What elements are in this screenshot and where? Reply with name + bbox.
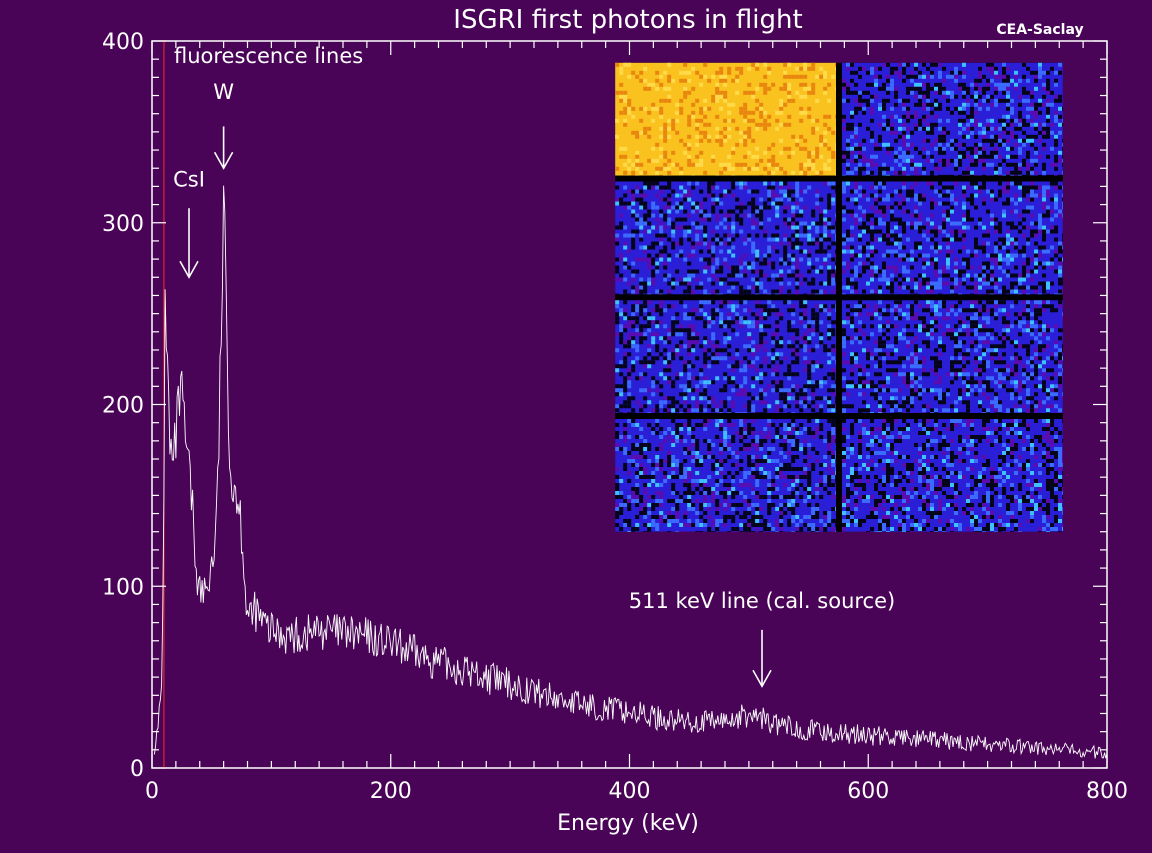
detector-module-noise [842, 62, 1063, 176]
x-tick-label: 400 [609, 779, 651, 804]
x-tick-label: 0 [145, 779, 159, 804]
annotation-label: CsI [173, 167, 205, 191]
x-axis-label: Energy (keV) [557, 811, 699, 836]
x-tick-label: 600 [847, 779, 889, 804]
annotation-label: W [213, 80, 234, 104]
y-tick-label: 200 [102, 394, 144, 419]
annotation-label: fluorescence lines [174, 44, 363, 68]
detector-module-noise [842, 418, 1063, 532]
annotation-arrowhead [179, 260, 199, 279]
annotations: fluorescence lines W CsI 511 keV line (cal.… [173, 44, 895, 688]
detector-image-inset [615, 62, 1063, 532]
detector-module-noise [615, 418, 837, 532]
detector-module-noise [842, 300, 1063, 413]
y-tick-label: 100 [102, 575, 144, 600]
annotation-label: 511 keV line (cal. source) [629, 589, 895, 613]
axes: 0 200 400 600 800 0 100 200 300 400 [102, 30, 1128, 804]
y-tick-label: 300 [102, 212, 144, 237]
detector-module-noise [615, 181, 837, 295]
y-tick-label: 0 [130, 757, 144, 782]
y-tick-label: 400 [102, 30, 144, 55]
annotation-arrowhead [213, 151, 234, 170]
x-tick-label: 200 [370, 779, 412, 804]
x-tick-label: 800 [1086, 779, 1128, 804]
series-group [153, 185, 1108, 759]
annotation-arrowhead [752, 669, 772, 688]
detector-module-noise [615, 62, 837, 176]
spectrum-line [153, 185, 1108, 759]
chart-title: ISGRI first photons in flight [453, 5, 802, 35]
detector-module-noise [615, 300, 837, 413]
chart-credit: CEA-Saclay [996, 22, 1083, 38]
detector-module-noise [842, 181, 1063, 295]
